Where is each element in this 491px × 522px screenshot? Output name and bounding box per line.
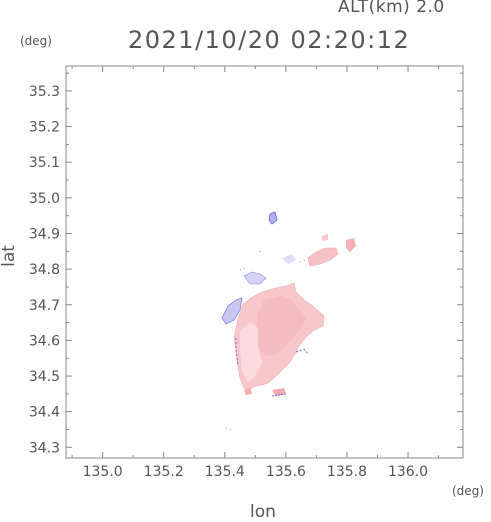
y-tick-label: 34.4 (29, 405, 60, 421)
plot-frame (65, 65, 464, 459)
negative-region-west (221, 297, 243, 325)
x-tick-label: 136.0 (388, 464, 428, 480)
x-tick-label: 135.8 (327, 464, 367, 480)
positive-region-ne-small (322, 234, 328, 241)
positive-region-sw (244, 388, 252, 395)
x-tick-label: 135.4 (205, 464, 245, 480)
positive-region-ne (307, 247, 339, 267)
negative-edge-south (271, 393, 287, 397)
positive-region-light (240, 322, 262, 382)
y-tick-label: 34.5 (29, 369, 60, 385)
y-axis-unit: (deg) (20, 34, 52, 48)
y-tick-label: 34.8 (29, 262, 60, 278)
negative-edge-west (235, 338, 239, 367)
negative-region-island (268, 211, 278, 225)
negative-region-north (243, 271, 267, 285)
x-tick-label: 135.0 (83, 464, 123, 480)
x-tick-label: 135.6 (266, 464, 306, 480)
y-tick-label: 34.3 (29, 440, 60, 456)
tick-marks (66, 66, 463, 458)
y-tick-label: 34.9 (29, 226, 60, 242)
timestamp-title: 2021/10/20 02:20:12 (128, 26, 411, 54)
negative-region-mid-north (282, 254, 296, 264)
negative-edge-east (295, 348, 309, 355)
y-tick-label: 35.3 (29, 84, 60, 100)
x-tick-label: 135.2 (144, 464, 184, 480)
y-tick-label: 34.6 (29, 333, 60, 349)
x-axis-unit: (deg) (452, 484, 484, 498)
x-axis-label: lon (250, 502, 276, 522)
y-tick-label: 35.0 (29, 191, 60, 207)
negative-dots-nw (225, 249, 307, 431)
positive-region-far-ne (346, 238, 356, 252)
tick-labels: 135.0 135.2 135.4 135.6 135.8 136.0 34.3 34.4 34… (29, 84, 428, 480)
y-tick-label: 34.7 (29, 298, 60, 314)
data-field (221, 211, 356, 431)
y-tick-label: 35.2 (29, 120, 60, 136)
y-tick-label: 35.1 (29, 155, 60, 171)
altitude-label: ALT(km) 2.0 (338, 0, 445, 17)
positive-region-core (256, 296, 306, 356)
